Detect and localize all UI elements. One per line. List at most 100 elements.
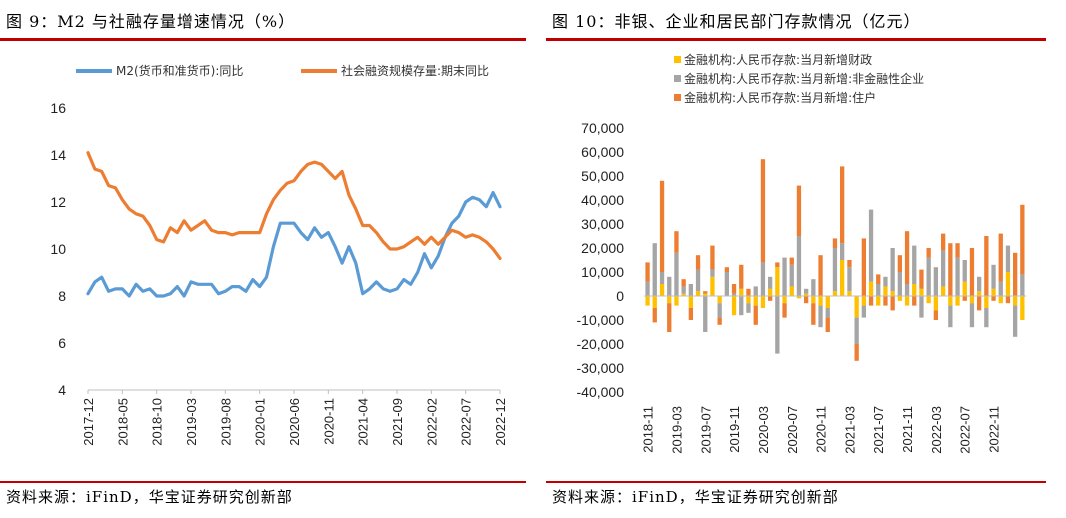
bar-fiscal (804, 293, 809, 296)
bar-fiscal (1005, 272, 1011, 296)
y-tick-label: -20,000 (577, 336, 625, 352)
tsf-stock-yoy-line (86, 151, 502, 260)
bar-household (796, 185, 802, 236)
y-tick-label: 16 (50, 100, 66, 116)
bar-enterprise (941, 250, 946, 287)
x-tick-label: 2022-11 (987, 406, 1002, 453)
x-tick-label: 2018-10 (150, 398, 165, 446)
bar-enterprise (768, 276, 773, 289)
bar-fiscal (926, 296, 931, 304)
bar-household (926, 248, 931, 258)
bar-enterprise (832, 248, 838, 292)
bar-fiscal (969, 296, 975, 304)
x-tick-label: 2021-03 (842, 406, 857, 454)
bar-enterprise (933, 267, 938, 296)
bar-household (753, 305, 758, 325)
bar-fiscal (681, 293, 686, 296)
bar-enterprise (681, 286, 686, 294)
bar-household (912, 296, 917, 306)
y-tick-label: 12 (50, 194, 66, 210)
bar-household (659, 180, 665, 272)
bar-household (955, 243, 960, 258)
bar-enterprise (710, 269, 715, 277)
bar-household (695, 255, 701, 270)
bar-fiscal (768, 288, 773, 296)
bar-household (746, 288, 751, 296)
bar-enterprise (948, 305, 953, 328)
bar-enterprise (998, 281, 1003, 296)
x-tick-label: 2022-02 (424, 398, 439, 446)
bar-household (991, 296, 996, 301)
bar-enterprise (703, 296, 708, 332)
legend-swatch-1 (674, 75, 681, 82)
left-panel: 图 9：M2 与社融存量增速情况（%） M2(货币和准货币):同比 社会融资规模存… (0, 0, 526, 518)
bar-enterprise (876, 284, 881, 296)
y-tick-label: -10,000 (577, 312, 625, 328)
bar-enterprise (991, 264, 996, 289)
x-tick-label: 2022-07 (459, 398, 474, 446)
bar-fiscal (1013, 296, 1018, 306)
right-title-rule (546, 38, 1046, 41)
bar-enterprise (717, 303, 722, 318)
bar-enterprise (796, 236, 802, 296)
bar-enterprise (804, 288, 809, 294)
bar-enterprise (897, 272, 902, 296)
bar-household (818, 255, 823, 296)
bar-enterprise (667, 276, 672, 296)
bar-household (804, 296, 809, 304)
y-tick-label: 8 (58, 288, 66, 304)
bar-fiscal (760, 296, 766, 308)
legend-label-1: 社会融资规模存量:期末同比 (341, 63, 489, 78)
bar-household (941, 233, 946, 251)
bar-household (710, 245, 715, 270)
y-tick-label: -30,000 (577, 360, 625, 376)
bar-fiscal (811, 296, 816, 304)
bar-enterprise (760, 262, 766, 296)
bar-fiscal (746, 296, 751, 304)
bar-fiscal (753, 296, 758, 306)
bar-household (840, 166, 845, 244)
x-tick-label: 2017-12 (81, 398, 96, 446)
bar-fiscal (904, 296, 910, 306)
x-tick-label: 2021-09 (390, 398, 405, 446)
bar-household (984, 236, 989, 296)
bar-household (861, 238, 866, 296)
bar-household (775, 262, 780, 268)
bar-enterprise (883, 276, 888, 287)
y-tick-label: 20,000 (581, 240, 624, 256)
right-legend: 金融机构:人民币存款:当月新增财政金融机构:人民币存款:当月新增:非金融性企业金… (674, 52, 924, 105)
bar-household (717, 317, 722, 325)
y-tick-label: 50,000 (581, 168, 624, 184)
right-chart-title: 图 10：非银、企业和居民部门存款情况（亿元） (552, 12, 921, 31)
bar-household (667, 303, 672, 332)
x-tick-label: 2019-08 (218, 398, 233, 446)
right-source-note: 资料来源：iFinD，华宝证券研究创新部 (552, 488, 839, 506)
right-source-rule (546, 481, 1046, 483)
bar-fiscal (840, 260, 845, 296)
bar-fiscal (984, 296, 989, 308)
bar-enterprise (919, 296, 924, 318)
bars (645, 159, 1025, 361)
bar-household (645, 262, 650, 282)
y-tick-label: 0 (616, 288, 624, 304)
bar-enterprise (818, 305, 823, 328)
bar-enterprise (688, 284, 693, 296)
bar-enterprise (731, 293, 737, 296)
bar-fiscal (703, 293, 708, 296)
bar-household (652, 308, 657, 323)
bar-fiscal (775, 267, 780, 296)
bar-fiscal (919, 288, 924, 296)
bar-enterprise (984, 308, 989, 328)
bar-fiscal (710, 276, 715, 296)
bar-enterprise (890, 248, 895, 292)
bar-enterprise (739, 296, 744, 316)
bar-household (998, 233, 1003, 282)
bar-household (681, 279, 686, 287)
bar-household (933, 310, 938, 320)
x-tick-label: 2020-06 (287, 398, 302, 446)
bar-household (876, 274, 881, 284)
left-source-rule (0, 481, 526, 483)
bar-enterprise (652, 243, 657, 296)
bar-enterprise (746, 303, 751, 313)
bar-household (969, 248, 975, 296)
